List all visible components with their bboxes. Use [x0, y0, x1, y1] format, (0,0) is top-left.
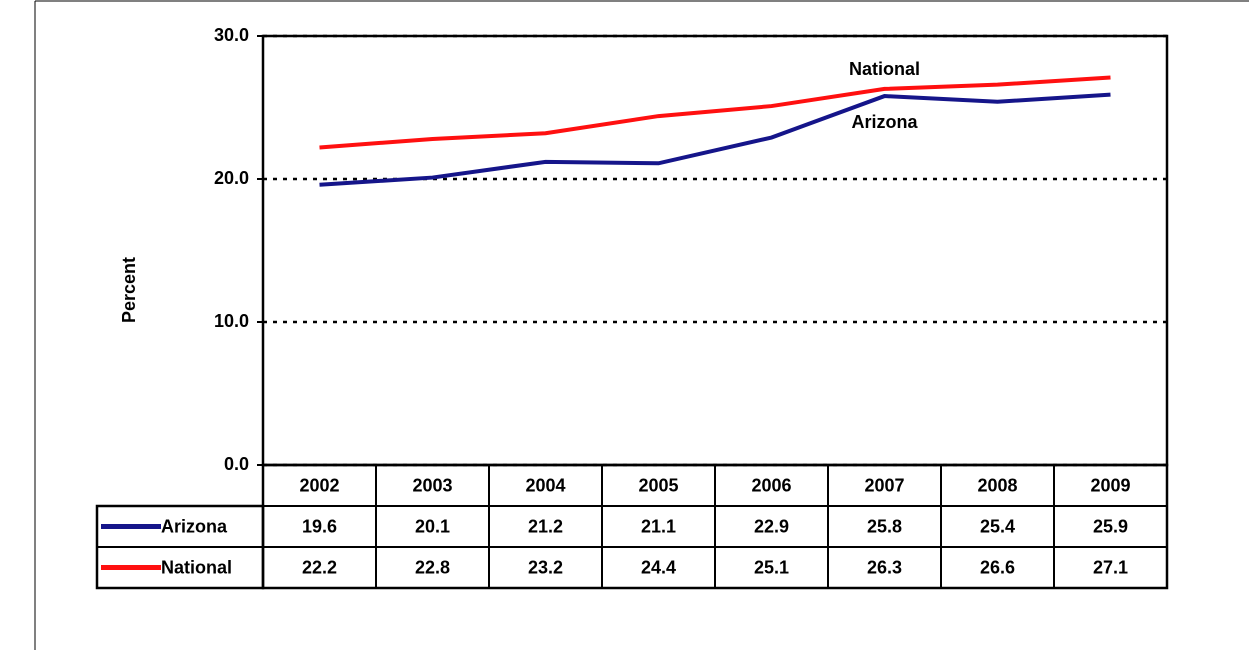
data-value: 25.4	[980, 516, 1015, 536]
y-tick-label: 30.0	[214, 25, 249, 45]
y-axis-label: Percent	[119, 257, 139, 323]
x-tick-label: 2006	[751, 475, 791, 495]
annotation: National	[849, 59, 920, 79]
data-value: 27.1	[1093, 557, 1128, 577]
x-tick-label: 2003	[412, 475, 452, 495]
data-value: 23.2	[528, 557, 563, 577]
x-tick-label: 2004	[525, 475, 565, 495]
x-tick-label: 2005	[638, 475, 678, 495]
data-value: 22.9	[754, 516, 789, 536]
data-value: 21.2	[528, 516, 563, 536]
data-value: 22.2	[302, 557, 337, 577]
series-line	[319, 92, 1111, 187]
x-tick-label: 2007	[864, 475, 904, 495]
x-tick-label: 2009	[1090, 475, 1130, 495]
data-value: 22.8	[415, 557, 450, 577]
x-tick-label: 2008	[977, 475, 1017, 495]
data-value: 19.6	[302, 516, 337, 536]
data-value: 25.8	[867, 516, 902, 536]
data-value: 26.3	[867, 557, 902, 577]
annotation: Arizona	[851, 112, 918, 132]
y-tick-label: 20.0	[214, 168, 249, 188]
data-value: 24.4	[641, 557, 676, 577]
y-tick-label: 0.0	[224, 454, 249, 474]
series-line	[319, 75, 1111, 150]
legend-label: Arizona	[161, 516, 228, 536]
data-value: 25.1	[754, 557, 789, 577]
data-value: 26.6	[980, 557, 1015, 577]
data-value: 25.9	[1093, 516, 1128, 536]
x-tick-label: 2002	[299, 475, 339, 495]
data-value: 20.1	[415, 516, 450, 536]
data-value: 21.1	[641, 516, 676, 536]
y-tick-label: 10.0	[214, 311, 249, 331]
legend-label: National	[161, 557, 232, 577]
